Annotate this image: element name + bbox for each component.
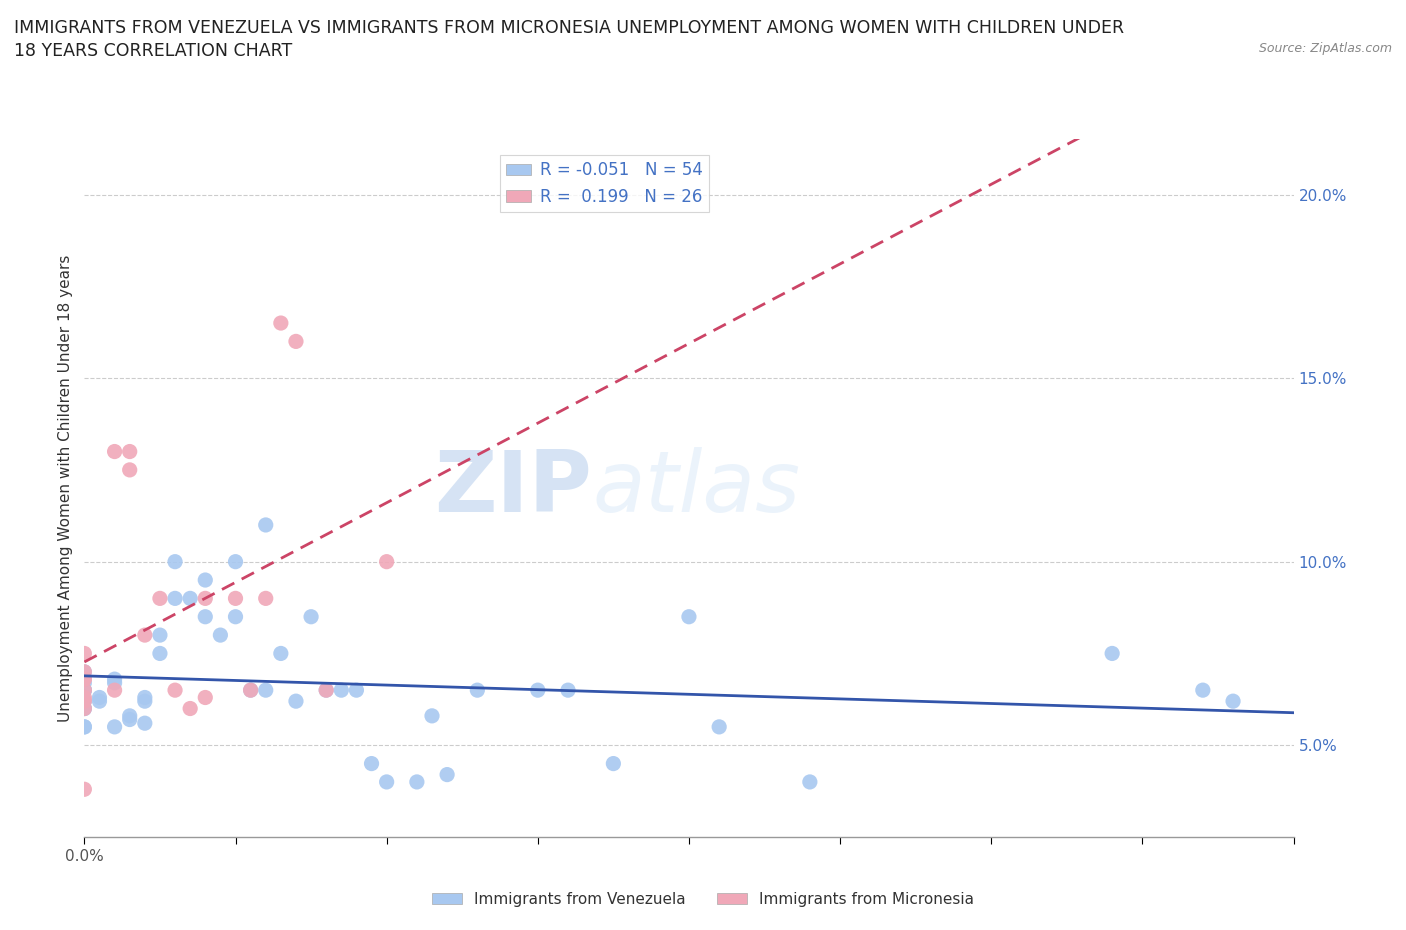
Point	[467, 683, 489, 698]
Point	[89, 694, 111, 709]
Point	[73, 701, 96, 716]
Point	[134, 690, 156, 705]
Point	[118, 445, 141, 459]
Point	[254, 591, 277, 605]
Point	[73, 646, 96, 661]
Point	[225, 554, 247, 569]
Text: 18 YEARS CORRELATION CHART: 18 YEARS CORRELATION CHART	[14, 42, 292, 60]
Point	[163, 554, 186, 569]
Legend: R = -0.051   N = 54, R =  0.199   N = 26: R = -0.051 N = 54, R = 0.199 N = 26	[499, 154, 709, 212]
Point	[134, 694, 156, 709]
Point	[557, 683, 579, 698]
Point	[73, 675, 96, 690]
Point	[149, 646, 172, 661]
Point	[194, 609, 217, 624]
Legend: Immigrants from Venezuela, Immigrants from Micronesia: Immigrants from Venezuela, Immigrants fr…	[426, 886, 980, 913]
Point	[73, 782, 96, 797]
Point	[270, 646, 292, 661]
Point	[73, 671, 96, 686]
Point	[163, 683, 186, 698]
Point	[73, 701, 96, 716]
Point	[104, 675, 127, 690]
Point	[225, 591, 247, 605]
Point	[104, 683, 127, 698]
Point	[134, 716, 156, 731]
Point	[73, 664, 96, 679]
Point	[315, 683, 337, 698]
Point	[375, 554, 398, 569]
Point	[149, 591, 172, 605]
Point	[194, 591, 217, 605]
Point	[73, 720, 96, 735]
Point	[73, 683, 96, 698]
Point	[179, 591, 201, 605]
Point	[73, 720, 96, 735]
Point	[89, 690, 111, 705]
Point	[73, 664, 96, 679]
Point	[73, 694, 96, 709]
Point	[678, 609, 700, 624]
Point	[254, 683, 277, 698]
Point	[360, 756, 382, 771]
Point	[73, 690, 96, 705]
Y-axis label: Unemployment Among Women with Children Under 18 years: Unemployment Among Women with Children U…	[58, 255, 73, 722]
Point	[104, 720, 127, 735]
Point	[709, 720, 731, 735]
Point	[73, 683, 96, 698]
Point	[299, 609, 322, 624]
Point	[1222, 694, 1244, 709]
Point	[315, 683, 337, 698]
Point	[194, 690, 217, 705]
Point	[73, 683, 96, 698]
Point	[375, 775, 398, 790]
Point	[225, 609, 247, 624]
Point	[73, 671, 96, 686]
Point	[73, 701, 96, 716]
Text: atlas: atlas	[592, 446, 800, 530]
Point	[1101, 646, 1123, 661]
Point	[149, 628, 172, 643]
Point	[239, 683, 262, 698]
Point	[104, 445, 127, 459]
Text: IMMIGRANTS FROM VENEZUELA VS IMMIGRANTS FROM MICRONESIA UNEMPLOYMENT AMONG WOMEN: IMMIGRANTS FROM VENEZUELA VS IMMIGRANTS …	[14, 19, 1125, 36]
Point	[118, 712, 141, 727]
Point	[239, 683, 262, 698]
Point	[73, 683, 96, 698]
Point	[118, 709, 141, 724]
Point	[270, 315, 292, 330]
Point	[73, 694, 96, 709]
Point	[163, 591, 186, 605]
Text: Source: ZipAtlas.com: Source: ZipAtlas.com	[1258, 42, 1392, 55]
Point	[420, 709, 443, 724]
Point	[436, 767, 458, 782]
Point	[799, 775, 821, 790]
Point	[179, 701, 201, 716]
Point	[526, 683, 548, 698]
Point	[104, 671, 127, 686]
Point	[194, 573, 217, 588]
Point	[284, 694, 308, 709]
Point	[118, 462, 141, 477]
Point	[406, 775, 429, 790]
Point	[1191, 683, 1213, 698]
Point	[254, 517, 277, 532]
Point	[209, 628, 232, 643]
Point	[602, 756, 624, 771]
Point	[134, 628, 156, 643]
Text: ZIP: ZIP	[434, 446, 592, 530]
Point	[330, 683, 353, 698]
Point	[284, 334, 308, 349]
Point	[346, 683, 368, 698]
